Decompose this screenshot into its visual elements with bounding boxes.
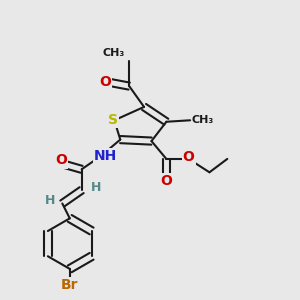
Text: O: O	[160, 174, 172, 188]
Text: H: H	[91, 181, 101, 194]
Text: H: H	[44, 194, 55, 207]
Text: Br: Br	[61, 278, 79, 292]
Text: CH₃: CH₃	[192, 115, 214, 125]
Text: NH: NH	[94, 149, 117, 163]
Text: O: O	[55, 153, 67, 167]
Text: O: O	[100, 75, 111, 88]
Text: S: S	[108, 113, 118, 127]
Text: O: O	[183, 150, 195, 164]
Text: CH₃: CH₃	[103, 48, 125, 58]
